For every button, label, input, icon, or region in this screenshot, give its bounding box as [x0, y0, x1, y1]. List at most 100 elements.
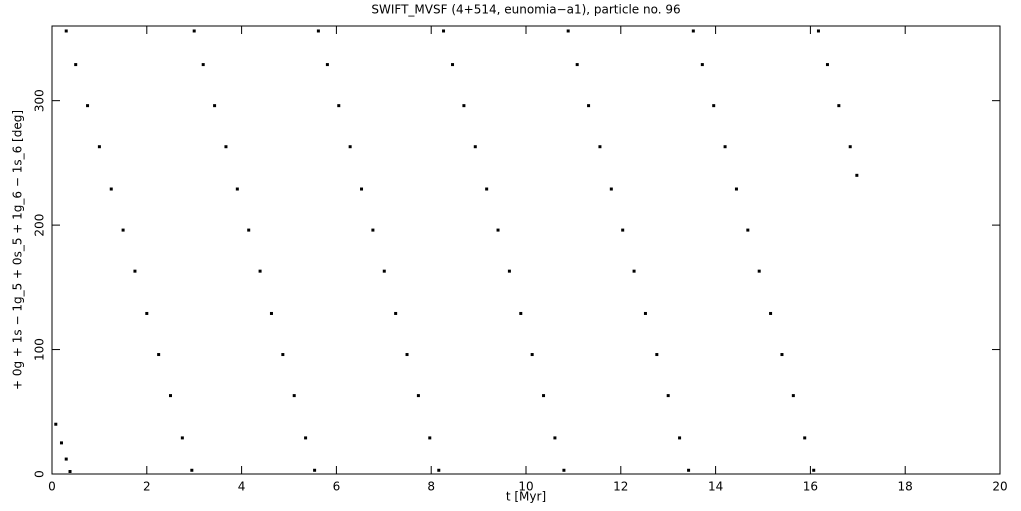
chart-title: SWIFT_MVSF (4+514, eunomia−a1), particle…	[371, 3, 680, 17]
point	[325, 63, 329, 67]
point	[723, 145, 727, 149]
x-tick-label: 0	[48, 480, 56, 494]
point	[643, 311, 647, 315]
point	[769, 311, 773, 315]
point	[74, 63, 78, 67]
point	[780, 353, 784, 357]
point	[712, 104, 716, 108]
x-tick-label: 12	[613, 480, 628, 494]
point	[348, 145, 352, 149]
y-tick-label: 100	[33, 338, 47, 361]
x-tick-label: 14	[708, 480, 723, 494]
point	[542, 394, 546, 398]
point	[86, 104, 90, 108]
point	[360, 187, 364, 191]
point	[382, 269, 386, 273]
point	[757, 269, 761, 273]
point	[566, 29, 570, 33]
point	[224, 145, 228, 149]
point	[442, 29, 446, 33]
point	[269, 311, 273, 315]
point	[371, 228, 375, 232]
point	[292, 394, 296, 398]
point	[587, 104, 591, 108]
point	[655, 353, 659, 357]
point	[485, 187, 489, 191]
point	[97, 145, 101, 149]
point	[666, 394, 670, 398]
point	[121, 228, 125, 232]
point	[562, 468, 566, 472]
point	[258, 269, 262, 273]
point	[405, 353, 409, 357]
point	[304, 436, 308, 440]
point	[691, 29, 695, 33]
x-axis-label: t [Myr]	[506, 490, 546, 504]
point	[428, 436, 432, 440]
point	[337, 104, 341, 108]
x-tick-label: 8	[427, 480, 435, 494]
point	[192, 29, 196, 33]
point	[157, 353, 161, 357]
point	[812, 468, 816, 472]
point	[837, 104, 841, 108]
point	[530, 353, 534, 357]
point	[848, 145, 852, 149]
point	[68, 470, 72, 474]
point	[64, 457, 68, 461]
point	[553, 436, 557, 440]
x-tick-label: 10	[518, 480, 533, 494]
point	[687, 468, 691, 472]
point	[109, 187, 113, 191]
point	[700, 63, 704, 67]
point	[201, 63, 205, 67]
point	[169, 394, 172, 398]
x-tick-label: 2	[143, 480, 151, 494]
point	[416, 394, 420, 398]
point	[235, 187, 239, 191]
point	[791, 394, 795, 398]
plot-frame	[51, 25, 1001, 475]
point	[825, 63, 829, 67]
point	[190, 468, 194, 472]
x-tick-label: 6	[333, 480, 341, 494]
point	[575, 63, 579, 67]
point	[609, 187, 613, 191]
point	[678, 436, 682, 440]
point	[746, 228, 750, 232]
point	[64, 29, 68, 33]
point	[54, 422, 58, 426]
point	[180, 436, 184, 440]
point	[632, 269, 636, 273]
point	[247, 228, 251, 232]
point	[316, 29, 320, 33]
point	[213, 104, 217, 108]
point	[462, 104, 466, 108]
point	[145, 311, 149, 315]
x-tick-label: 4	[238, 480, 246, 494]
x-tick-label: 20	[992, 480, 1007, 494]
point	[734, 187, 738, 191]
point	[59, 441, 63, 445]
point	[519, 311, 523, 315]
point	[451, 63, 455, 67]
point	[437, 468, 441, 472]
y-axis-label: + 0g + 1s − 1g_5 + 0s_5 + 1g_6 − 1s_6 [d…	[11, 110, 25, 390]
point	[598, 145, 602, 149]
point	[473, 145, 477, 149]
point	[803, 436, 807, 440]
y-tick-label: 300	[33, 89, 47, 112]
point	[313, 468, 317, 472]
y-tick-label: 0	[33, 470, 47, 478]
x-tick-label: 16	[803, 480, 818, 494]
y-tick-label: 200	[33, 214, 47, 237]
point	[855, 173, 859, 177]
point	[816, 29, 820, 33]
x-tick-label: 18	[898, 480, 913, 494]
point	[507, 269, 511, 273]
point	[621, 228, 625, 232]
point	[394, 311, 398, 315]
point	[133, 269, 137, 273]
